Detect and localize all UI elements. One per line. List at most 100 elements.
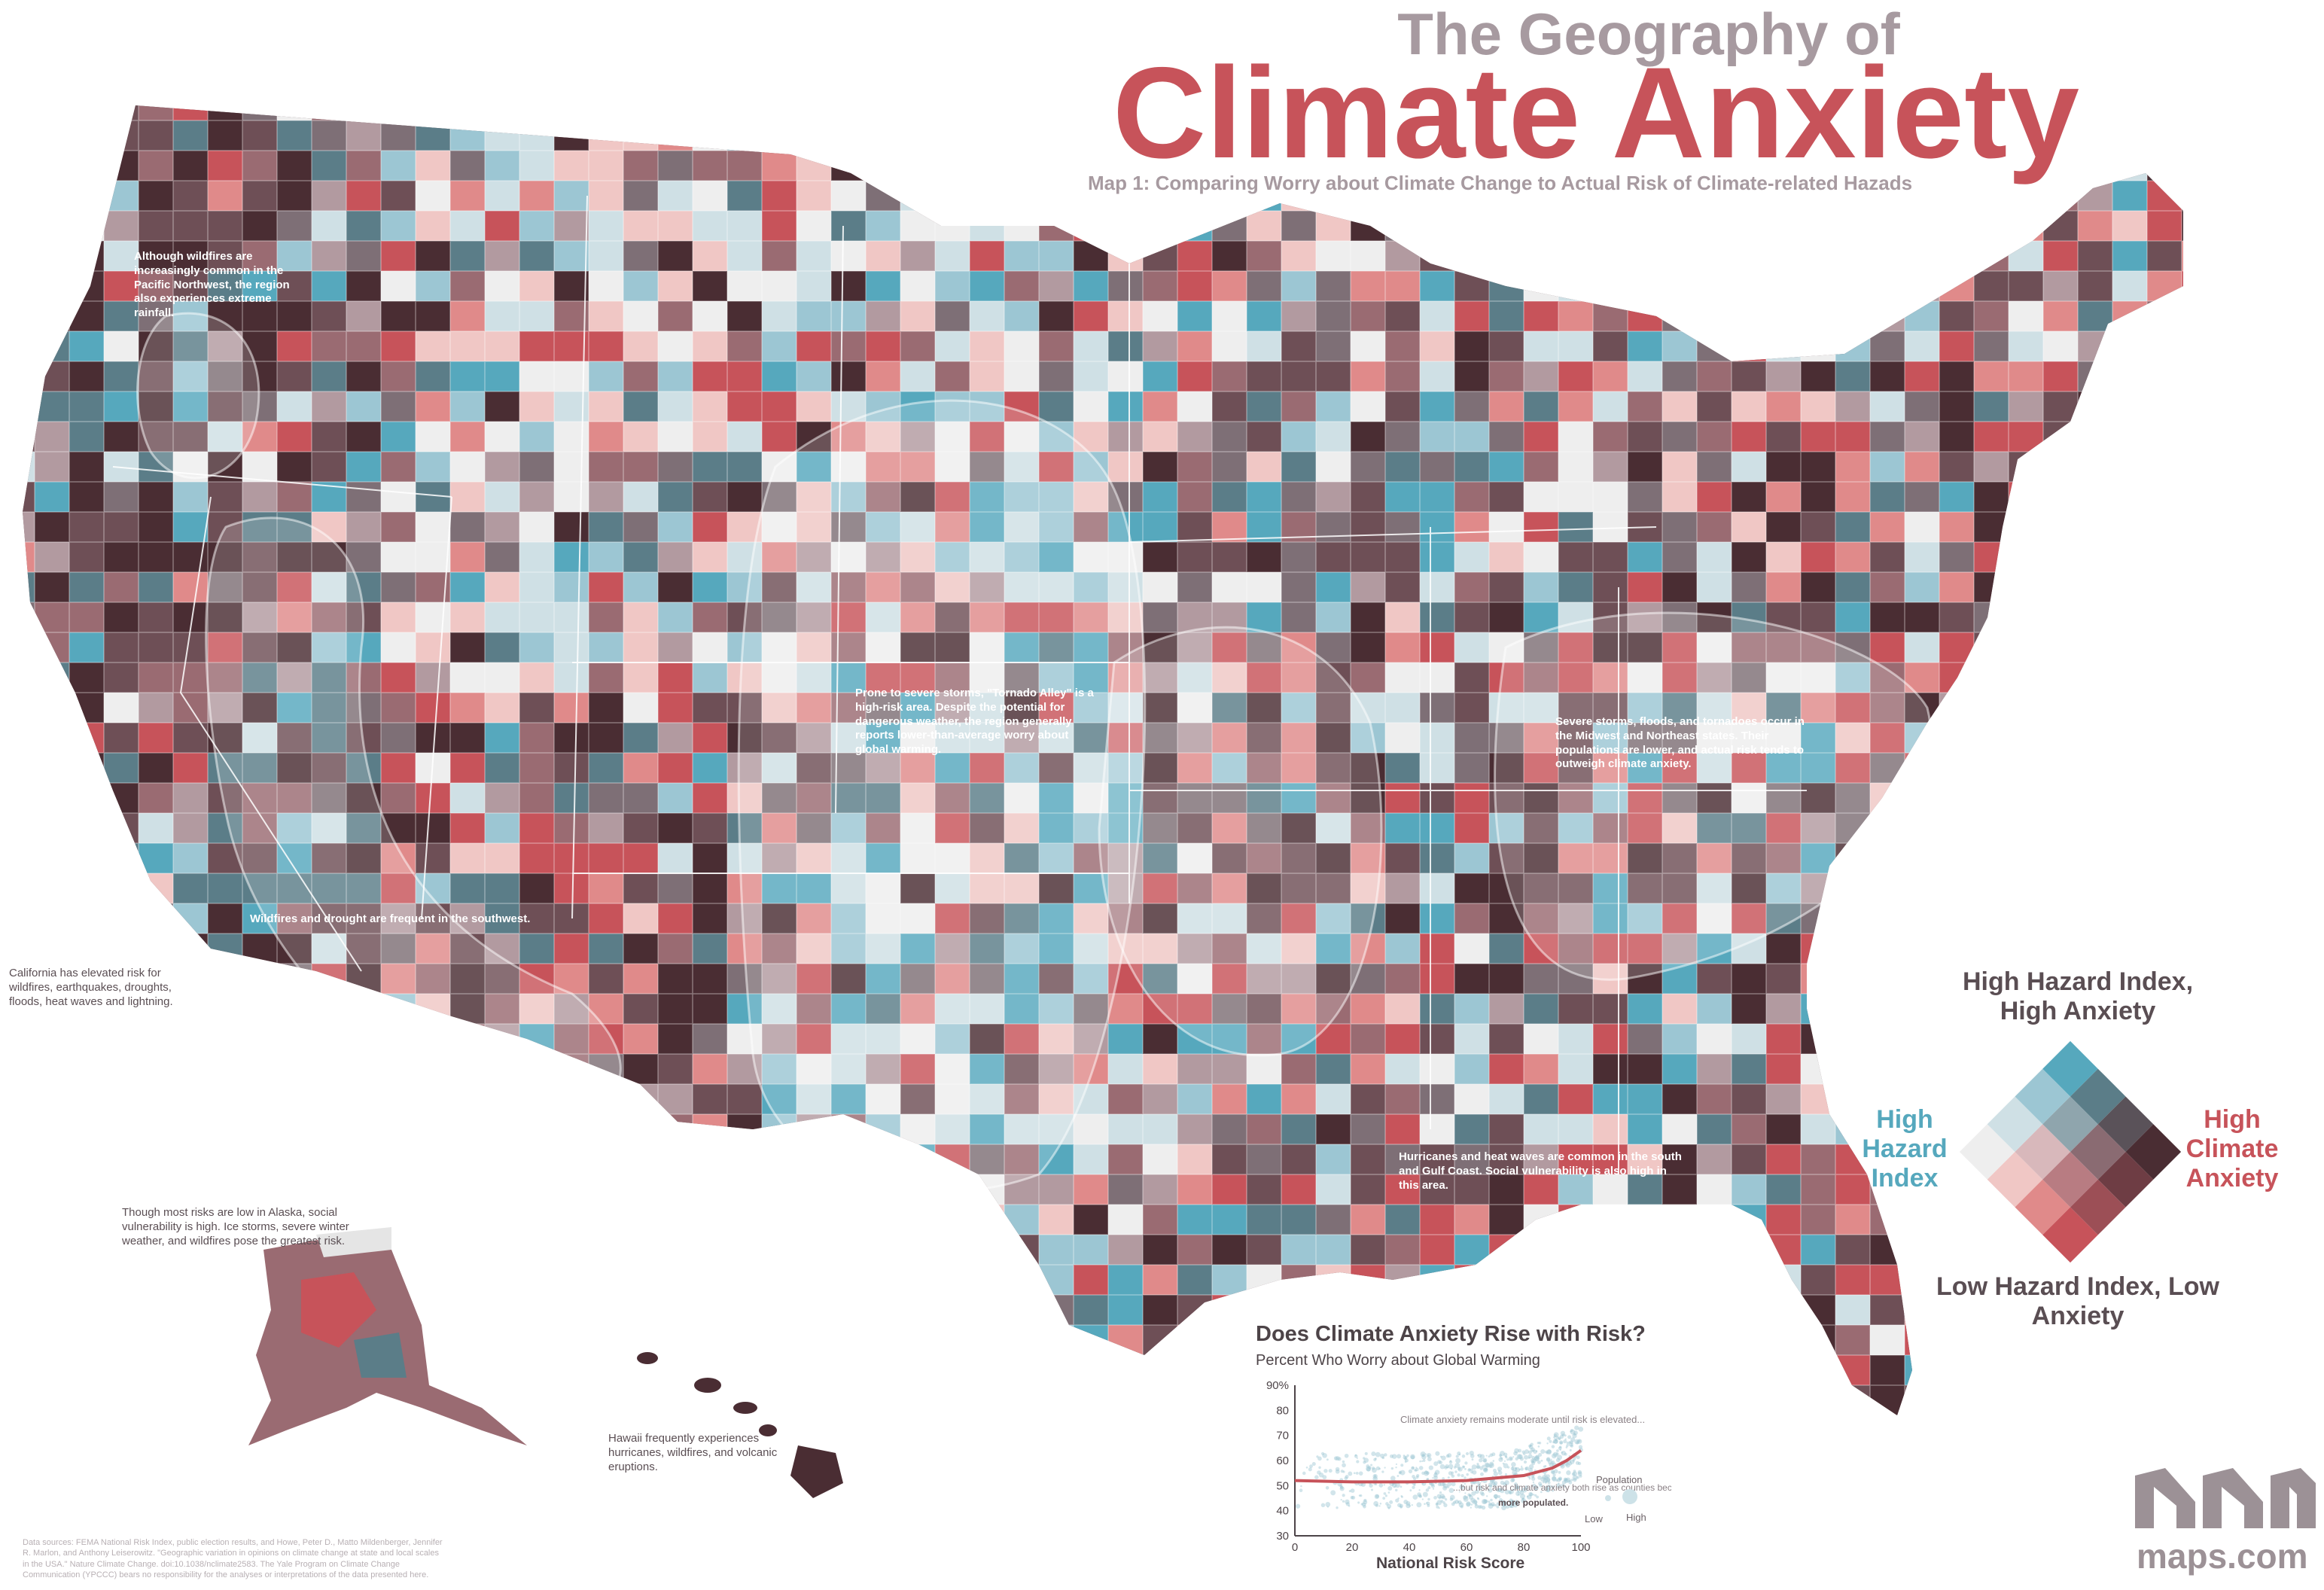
county-cell [35, 843, 69, 873]
county-cell [1108, 1445, 1143, 1476]
y-tick-label: 70 [1276, 1430, 1289, 1442]
county-cell [173, 1445, 208, 1476]
county-cell [2009, 1415, 2043, 1445]
scatter-point [1370, 1488, 1373, 1491]
county-cell [450, 1445, 485, 1476]
scatter-point [1500, 1455, 1502, 1458]
county-cell [2147, 482, 2182, 512]
county-cell [104, 1174, 139, 1205]
county-cell [2216, 422, 2251, 452]
county-cell [450, 1235, 485, 1265]
scatter-point [1515, 1500, 1518, 1502]
county-cell [2216, 482, 2251, 512]
county-cell [1004, 1325, 1039, 1355]
county-cell [1662, 1265, 1697, 1295]
county-cell [1177, 1325, 1212, 1355]
county-cell [519, 1144, 554, 1174]
county-cell [762, 105, 796, 120]
scatter-point [1342, 1460, 1345, 1464]
scatter-point [1507, 1466, 1510, 1469]
scatter-point [1448, 1471, 1453, 1476]
scatter-point [1492, 1460, 1495, 1462]
county-cell [519, 1235, 554, 1265]
county-cell [1835, 271, 1870, 301]
scatter-point [1457, 1467, 1461, 1470]
scatter-point [1564, 1478, 1567, 1482]
county-cell [346, 105, 381, 120]
scatter-point [1460, 1505, 1464, 1509]
county-cell [1939, 934, 1974, 964]
scatter-point [1400, 1506, 1403, 1509]
county-cell [1905, 271, 1939, 301]
county-cell [1558, 271, 1593, 301]
county-cell [277, 1054, 312, 1084]
scatter-point [1318, 1473, 1324, 1478]
county-cell [35, 120, 69, 151]
county-cell [1039, 181, 1074, 211]
scatter-point [1374, 1474, 1376, 1477]
county-cell [1524, 241, 1558, 271]
county-cell [1905, 843, 1939, 873]
county-cell [1766, 1385, 1801, 1415]
scatter-point [1369, 1483, 1373, 1488]
county-cell [658, 1355, 693, 1385]
county-cell [312, 105, 346, 120]
county-cell [1939, 1385, 1974, 1415]
scatter-point [1517, 1490, 1520, 1493]
scatter-point [1372, 1476, 1378, 1482]
scatter-point [1551, 1453, 1557, 1459]
county-cell [2147, 813, 2182, 843]
scatter-point [1540, 1459, 1543, 1462]
scatter-point [1387, 1491, 1390, 1494]
county-cell [2182, 813, 2183, 843]
county-cell [23, 632, 35, 662]
scatter-point [1379, 1502, 1382, 1505]
county-cell [1905, 813, 1939, 843]
scatter-point [1435, 1503, 1439, 1506]
scatter-point [1556, 1436, 1559, 1439]
scatter-point [1568, 1441, 1571, 1443]
county-cell [519, 1205, 554, 1235]
county-cell [1801, 301, 1835, 331]
scatter-point [1574, 1425, 1579, 1430]
county-cell [935, 120, 970, 151]
county-cell [900, 151, 935, 181]
scatter-point [1503, 1500, 1508, 1506]
county-cell [1870, 903, 1905, 934]
county-cell [2216, 843, 2251, 873]
scatter-point [1486, 1495, 1488, 1497]
scatter-point [1479, 1491, 1484, 1495]
county-cell [2182, 391, 2183, 422]
county-cell [1177, 1355, 1212, 1385]
county-cell [35, 753, 69, 783]
county-cell [554, 1385, 589, 1415]
scatter-point [1505, 1456, 1508, 1459]
county-cell [1732, 1385, 1766, 1415]
scatter-point [1451, 1474, 1455, 1478]
scatter-point [1382, 1497, 1386, 1500]
scatter-point [1550, 1470, 1555, 1474]
county-cell [35, 783, 69, 813]
county-cell [1905, 903, 1939, 934]
county-cell [935, 151, 970, 181]
scatter-point [1518, 1454, 1523, 1460]
scatter-point [1411, 1504, 1413, 1506]
county-cell [2078, 903, 2112, 934]
scatter-point [1417, 1492, 1421, 1497]
county-cell [796, 1415, 831, 1445]
county-cell [450, 1114, 485, 1144]
county-cell [658, 1295, 693, 1325]
scatter-point [1424, 1470, 1428, 1475]
scatter-point [1569, 1448, 1572, 1451]
scatter-point [1534, 1456, 1540, 1462]
county-cell [2112, 723, 2147, 753]
scatter-point [1345, 1499, 1350, 1505]
scatter-point [1451, 1482, 1456, 1487]
scatter-point [1506, 1458, 1509, 1461]
county-cell [2147, 662, 2182, 693]
scatter-point [1558, 1476, 1563, 1481]
county-cell [1835, 1054, 1870, 1084]
scatter-point [1527, 1489, 1529, 1491]
county-cell [900, 1205, 935, 1235]
inset-x-axis-label: National Risk Score [1376, 1555, 1525, 1572]
